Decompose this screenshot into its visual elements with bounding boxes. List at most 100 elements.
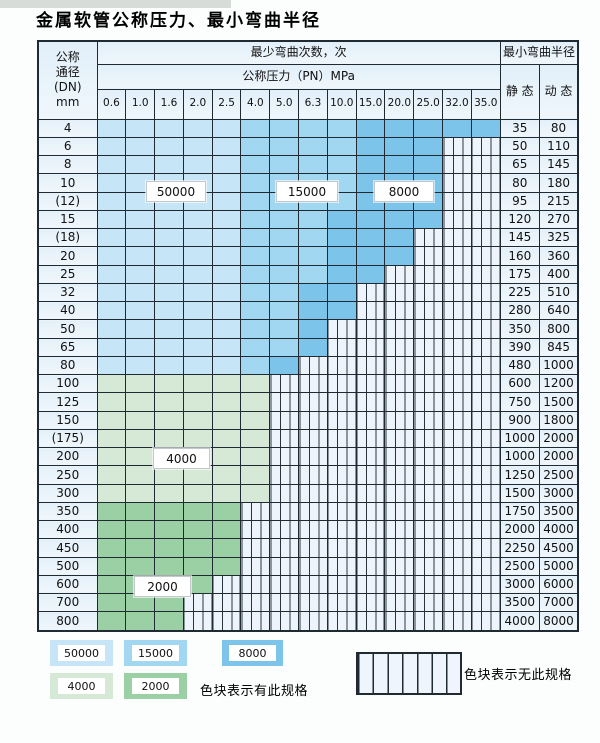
cycles-4000-cell: [154, 483, 184, 503]
no-spec-cell: [355, 410, 386, 430]
cycles-8000-cell: [442, 118, 472, 138]
static-radius-cell: 2000: [499, 519, 540, 540]
no-spec-cell: [240, 501, 271, 522]
no-spec-cell: [384, 355, 415, 376]
no-spec-cell: [413, 556, 444, 576]
table-row: 500 2500 5000: [37, 556, 579, 576]
cycles-50000-cell: [154, 209, 184, 230]
no-spec-cell: [470, 227, 501, 248]
table-row: 200 1000 2000: [37, 446, 579, 467]
cycles-2000-cell: [154, 556, 184, 576]
dynamic-radius-cell: 1000: [538, 355, 579, 376]
spec-table-body: 4 35 80 6 50 110 8 65 145 10 80 180 (12) 95 215 15 120 27…: [37, 118, 579, 632]
table-row: 350 1750 3500: [37, 501, 579, 522]
cycles-50000-cell: [154, 319, 184, 339]
table-row: 100 600 1200: [37, 373, 579, 394]
legend-swatch-15000: 15000: [124, 640, 187, 666]
cycles-4000-cell: [211, 465, 242, 485]
cycles-50000-cell: [96, 337, 127, 357]
no-spec-cell: [298, 373, 328, 394]
cycles-15000-cell: [298, 118, 328, 138]
no-spec-cell: [442, 154, 472, 175]
table-row: 6 50 110: [37, 136, 579, 157]
cycles-2000-cell: [211, 556, 242, 576]
no-spec-cell: [413, 319, 444, 339]
cycles-50000-cell: [154, 227, 184, 248]
legend-swatch-50000: 50000: [50, 640, 113, 666]
cycles-15000-cell: [240, 154, 271, 175]
static-radius-cell: 390: [499, 337, 540, 357]
no-spec-cell: [298, 465, 328, 485]
cycles-4000-cell: [182, 392, 213, 412]
cycles-50000-cell: [96, 154, 127, 175]
cycles-4000-cell: [182, 483, 213, 503]
cycles-2000-cell: [154, 519, 184, 540]
cycles-50000-cell: [125, 227, 156, 248]
cycles-15000-cell: [240, 282, 271, 303]
no-spec-cell: [384, 410, 415, 430]
dynamic-radius-cell: 6000: [538, 574, 579, 595]
pressure-values-row: 0.6 1.0 1.6 2.0 2.5 4.0 5.0 6.3 10.0 15.0 20.0 25.0…: [38, 88, 578, 120]
no-spec-cell: [442, 410, 472, 430]
cycles-2000-cell: [96, 519, 127, 540]
table-row: 450 2250 4500: [37, 538, 579, 558]
no-spec-cell: [240, 611, 271, 632]
static-radius-cell: 50: [499, 136, 540, 157]
no-spec-cell: [355, 556, 386, 576]
dn-cell: 300: [37, 483, 98, 503]
legend-label-4000: 4000: [58, 678, 105, 694]
dn-cell: 8: [37, 154, 98, 175]
cycles-50000-cell: [211, 282, 242, 303]
dn-cell: 15: [37, 209, 98, 230]
no-spec-cell: [326, 428, 357, 449]
no-spec-cell: [470, 300, 501, 321]
cycles-15000-cell: [240, 300, 271, 321]
cycles-4000-cell: [96, 428, 127, 449]
dynamic-radius-cell: 3500: [538, 501, 579, 522]
no-spec-cell: [240, 519, 271, 540]
static-radius-cell: 280: [499, 300, 540, 321]
cycles-50000-cell: [154, 246, 184, 266]
no-spec-cell: [413, 519, 444, 540]
no-spec-cell: [298, 428, 328, 449]
no-spec-cell: [384, 373, 415, 394]
no-spec-cell: [442, 538, 472, 558]
no-spec-cell: [326, 465, 357, 485]
no-spec-cell: [470, 355, 501, 376]
cycles-2000-cell: [125, 519, 156, 540]
cycles-4000-cell: [240, 428, 271, 449]
cycles-2000-cell: [96, 556, 127, 576]
dynamic-radius-cell: 325: [538, 227, 579, 248]
cycles-50000-cell: [211, 264, 242, 284]
cycles-15000-cell: [326, 154, 357, 175]
cycles-8000-cell: [470, 118, 501, 138]
cycles-8000-cell: [355, 118, 386, 138]
dn-cell: 100: [37, 373, 98, 394]
cycles-50000-cell: [125, 191, 156, 211]
static-radius-cell: 120: [499, 209, 540, 230]
cycles-2000-cell: [125, 538, 156, 558]
cycles-4000-cell: [96, 446, 127, 467]
no-spec-cell: [442, 227, 472, 248]
cycles-15000-cell: [298, 246, 328, 266]
no-spec-cell: [442, 282, 472, 303]
header-dynamic: 动 态: [538, 63, 579, 120]
no-spec-cell: [269, 556, 300, 576]
cycles-15000-cell: [240, 209, 271, 230]
no-spec-cell: [240, 538, 271, 558]
no-spec-cell: [355, 355, 386, 376]
no-spec-cell: [442, 319, 472, 339]
cycles-8000-cell: [384, 209, 415, 230]
dynamic-radius-cell: 800: [538, 319, 579, 339]
header-bend-cycles: 最少弯曲次数，次: [96, 40, 501, 65]
no-spec-cell: [326, 592, 357, 613]
no-spec-cell: [413, 227, 444, 248]
no-spec-cell: [355, 446, 386, 467]
pressure-header-cell: 0.6: [96, 88, 127, 120]
cycles-4000-cell: [182, 410, 213, 430]
table-row: 80 480 1000: [37, 355, 579, 376]
no-spec-cell: [269, 373, 300, 394]
no-spec-cell: [384, 282, 415, 303]
dn-cell: 6: [37, 136, 98, 157]
cycles-4000-cell: [96, 483, 127, 503]
